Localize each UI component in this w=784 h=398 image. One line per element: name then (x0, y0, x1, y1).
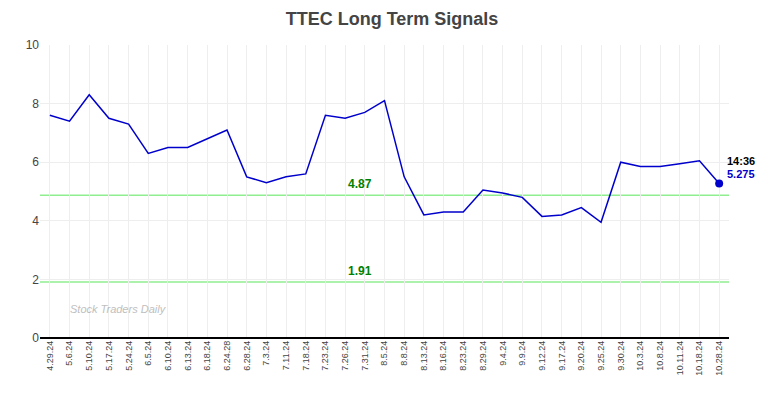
svg-text:8.13.24: 8.13.24 (419, 341, 429, 371)
svg-text:7.18.24: 7.18.24 (301, 341, 311, 371)
svg-text:10: 10 (26, 38, 40, 52)
svg-text:10.8.24: 10.8.24 (655, 341, 665, 371)
svg-text:5.24.24: 5.24.24 (124, 341, 134, 371)
svg-text:4.29.24: 4.29.24 (45, 341, 55, 371)
svg-text:10.28.24: 10.28.24 (714, 341, 724, 376)
svg-text:4: 4 (32, 214, 39, 228)
svg-text:5.6.24: 5.6.24 (64, 341, 74, 366)
svg-text:5.17.24: 5.17.24 (104, 341, 114, 371)
svg-text:6: 6 (32, 155, 39, 169)
svg-text:7.3.24: 7.3.24 (261, 341, 271, 366)
svg-text:10.3.24: 10.3.24 (635, 341, 645, 371)
svg-text:10.18.24: 10.18.24 (694, 341, 704, 376)
svg-text:14:36: 14:36 (727, 155, 755, 167)
svg-text:9.30.24: 9.30.24 (616, 341, 626, 371)
svg-text:5.275: 5.275 (727, 168, 755, 180)
svg-text:9.20.24: 9.20.24 (576, 341, 586, 371)
svg-text:Stock Traders Daily: Stock Traders Daily (70, 303, 167, 315)
svg-text:6.28.24: 6.28.24 (242, 341, 252, 371)
svg-text:7.11.24: 7.11.24 (281, 341, 291, 370)
svg-text:6.10.24: 6.10.24 (163, 341, 173, 371)
svg-text:8: 8 (32, 97, 39, 111)
svg-text:8.16.24: 8.16.24 (438, 341, 448, 371)
svg-text:9.17.24: 9.17.24 (557, 341, 567, 371)
svg-text:9.25.24: 9.25.24 (596, 341, 606, 371)
svg-text:8.5.24: 8.5.24 (379, 341, 389, 366)
svg-text:5.10.24: 5.10.24 (84, 341, 94, 371)
svg-text:4.87: 4.87 (348, 177, 372, 191)
svg-text:2: 2 (32, 273, 39, 287)
svg-text:8.23.24: 8.23.24 (458, 341, 468, 371)
svg-text:0: 0 (32, 331, 39, 345)
svg-text:7.26.24: 7.26.24 (340, 341, 350, 371)
svg-text:9.9.24: 9.9.24 (517, 341, 527, 366)
svg-text:6.13.24: 6.13.24 (183, 341, 193, 371)
svg-text:8.8.24: 8.8.24 (399, 341, 409, 366)
svg-text:9.12.24: 9.12.24 (537, 341, 547, 371)
svg-text:6.18.24: 6.18.24 (202, 341, 212, 371)
svg-text:6.24.28: 6.24.28 (222, 341, 232, 371)
svg-text:10.11.24: 10.11.24 (675, 341, 685, 375)
svg-text:8.29.24: 8.29.24 (478, 341, 488, 371)
svg-text:1.91: 1.91 (348, 264, 372, 278)
svg-text:7.31.24: 7.31.24 (360, 341, 370, 371)
svg-text:9.4.24: 9.4.24 (498, 341, 508, 366)
svg-text:TTEC Long Term Signals: TTEC Long Term Signals (286, 9, 499, 29)
svg-text:7.23.24: 7.23.24 (320, 341, 330, 371)
svg-text:6.5.24: 6.5.24 (143, 341, 153, 366)
